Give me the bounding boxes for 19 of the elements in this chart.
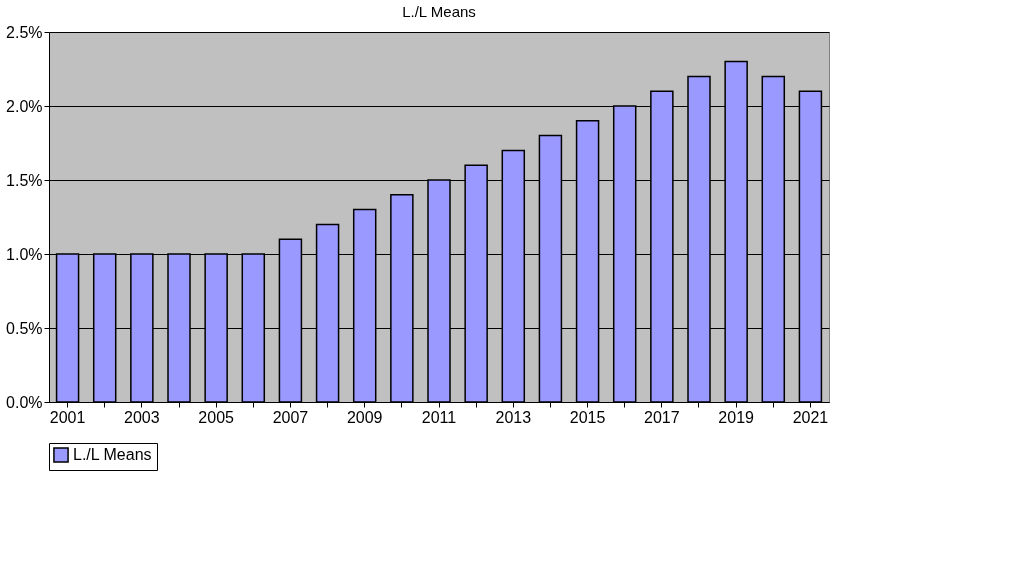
y-tick-label: 1.0% — [6, 245, 43, 263]
x-tick-label: 2015 — [569, 408, 606, 426]
x-tick-label: 2001 — [49, 408, 86, 426]
x-tick-label: 2009 — [346, 408, 383, 426]
x-tick-label: 2011 — [421, 408, 457, 426]
x-tick-label: 2017 — [644, 408, 680, 426]
y-tick-label: 1.5% — [6, 171, 43, 189]
x-tick-label: 2019 — [718, 408, 755, 426]
y-tick-label: 0.5% — [6, 319, 43, 337]
x-tick-label: 2013 — [495, 408, 532, 426]
chart-title: L./L Means — [402, 3, 476, 20]
x-tick-label: 2007 — [272, 408, 309, 426]
y-tick-label: 2.5% — [6, 23, 43, 41]
legend-label: L./L Means — [73, 446, 152, 463]
y-tick-label: 0.0% — [6, 393, 43, 411]
x-tick-label: 2003 — [124, 408, 160, 426]
x-tick-label: 2021 — [792, 408, 829, 426]
y-tick-label: 2.0% — [6, 97, 43, 115]
x-tick-label: 2005 — [198, 408, 235, 426]
